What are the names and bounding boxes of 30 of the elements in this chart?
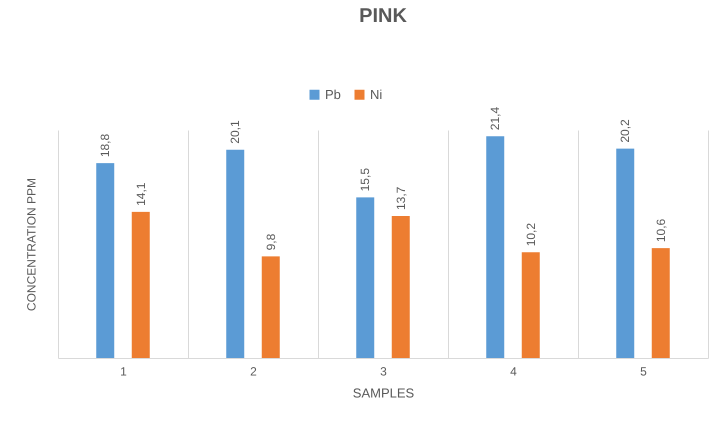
legend-label: Ni [370,86,382,102]
x-tick-label: 1 [120,364,128,378]
x-tick-label: 3 [380,364,388,378]
legend-label: Pb [325,86,341,102]
data-label: 13,7 [394,186,408,210]
y-axis-title: CONCENTRATION PPM [24,178,38,312]
bar [616,148,634,358]
data-label: 18,8 [98,133,112,158]
bar [486,136,504,358]
bar [522,252,540,358]
data-label: 10,6 [654,218,668,242]
chart-title: PINK [359,5,408,27]
bar [226,150,244,358]
data-label: 10,2 [524,222,538,246]
bar [652,248,670,358]
data-label: 15,5 [358,168,372,192]
bar [356,197,374,358]
x-axis-title: SAMPLES [352,386,415,400]
bar [262,256,280,358]
data-label: 14,1 [134,182,148,206]
x-tick-label: 5 [640,364,648,378]
data-label: 20,1 [228,120,242,144]
bar [392,216,410,358]
data-label: 21,4 [488,106,502,130]
bar [132,212,150,358]
bar [96,163,114,358]
x-tick-label: 2 [250,364,258,378]
x-tick-label: 4 [510,364,518,378]
data-label: 9,8 [264,233,278,250]
data-label: 20,2 [618,118,632,143]
